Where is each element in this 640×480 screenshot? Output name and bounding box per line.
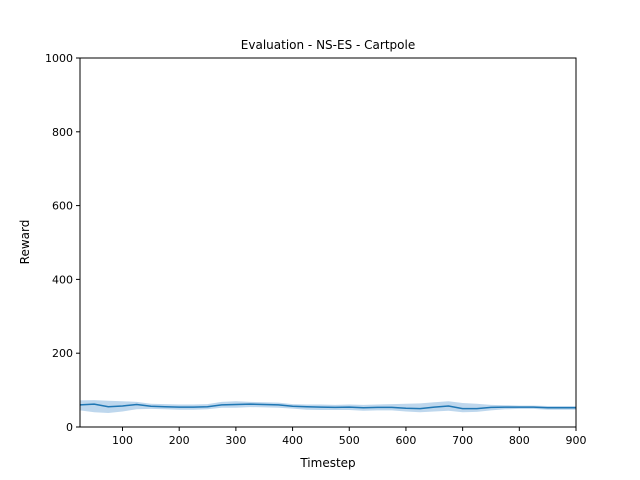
x-tick-label: 600 bbox=[395, 434, 416, 447]
y-tick-label: 0 bbox=[66, 421, 73, 434]
plot-area bbox=[79, 400, 576, 413]
y-tick-label: 200 bbox=[52, 347, 73, 360]
x-tick-label: 500 bbox=[339, 434, 360, 447]
x-axis: 100 200 300 400 500 600 700 800 900 bbox=[112, 427, 587, 447]
y-axis: 0 200 400 600 800 1000 bbox=[45, 52, 80, 434]
x-tick-label: 700 bbox=[452, 434, 473, 447]
y-tick-label: 600 bbox=[52, 200, 73, 213]
chart-title: Evaluation - NS-ES - Cartpole bbox=[241, 38, 415, 52]
x-tick-label: 800 bbox=[509, 434, 530, 447]
x-tick-label: 400 bbox=[282, 434, 303, 447]
y-tick-label: 400 bbox=[52, 273, 73, 286]
series-0-line bbox=[79, 403, 576, 410]
x-axis-label: Timestep bbox=[299, 456, 355, 470]
x-tick-label: 900 bbox=[566, 434, 587, 447]
plot-frame bbox=[79, 57, 577, 428]
x-tick-label: 300 bbox=[225, 434, 246, 447]
x-tick-label: 200 bbox=[169, 434, 190, 447]
y-tick-label: 800 bbox=[52, 126, 73, 139]
x-tick-label: 100 bbox=[112, 434, 133, 447]
y-tick-label: 1000 bbox=[45, 52, 73, 65]
y-axis-label: Reward bbox=[18, 220, 32, 265]
